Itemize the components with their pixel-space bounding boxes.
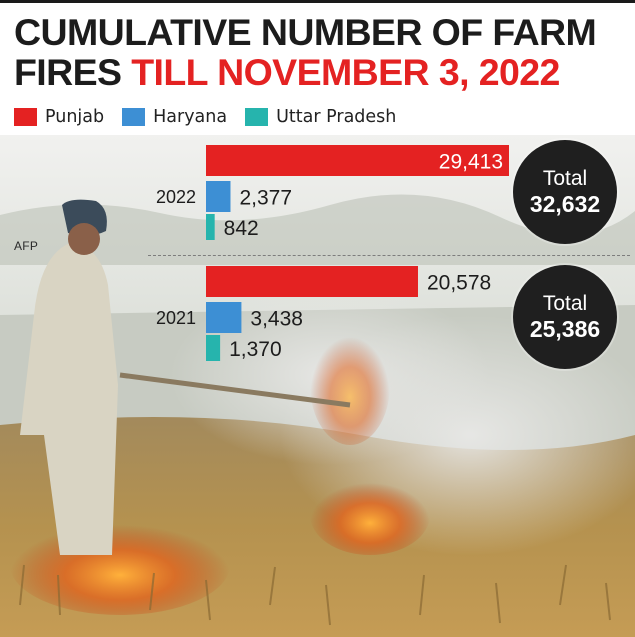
bar-punjab-2022 xyxy=(206,145,509,176)
value-label-uttar-pradesh-2021: 1,370 xyxy=(229,338,282,361)
bar-uttar-pradesh-2021 xyxy=(206,335,221,361)
year-label-2022: 2022 xyxy=(156,187,196,207)
total-badge-2022: Total 32,632 xyxy=(513,140,617,244)
legend-item-uttar-pradesh: Uttar Pradesh xyxy=(245,107,396,127)
title-line-2-highlight: TILL NOVEMBER 3, 2022 xyxy=(131,51,560,93)
legend-label-punjab: Punjab xyxy=(45,107,105,127)
legend: Punjab Haryana Uttar Pradesh xyxy=(14,104,414,130)
bar-haryana-2021 xyxy=(206,302,242,333)
value-label-punjab-2022: 29,413 xyxy=(439,151,503,174)
title-line-2: FIRES TILL NOVEMBER 3, 2022 xyxy=(14,52,626,92)
title-line-2-prefix: FIRES xyxy=(14,51,132,93)
total-value-2022: 32,632 xyxy=(529,191,601,217)
title-line-1: CUMULATIVE NUMBER OF FARM xyxy=(14,11,597,53)
photo-credit: AFP xyxy=(14,239,39,253)
legend-item-punjab: Punjab xyxy=(14,107,104,127)
year-label-2021: 2021 xyxy=(156,308,196,328)
year-divider xyxy=(148,255,630,256)
legend-swatch-punjab xyxy=(14,108,37,126)
total-badge-2021: Total 25,386 xyxy=(513,265,617,369)
bar-haryana-2022 xyxy=(206,181,231,212)
chart-title: CUMULATIVE NUMBER OF FARM FIRES TILL NOV… xyxy=(14,12,626,92)
value-label-uttar-pradesh-2022: 842 xyxy=(224,217,259,240)
legend-swatch-haryana xyxy=(122,108,146,126)
legend-label-haryana: Haryana xyxy=(153,107,228,127)
legend-swatch-uttar-pradesh xyxy=(245,108,269,126)
legend-item-haryana: Haryana xyxy=(122,107,227,127)
legend-label-uttar-pradesh: Uttar Pradesh xyxy=(276,107,397,127)
total-value-2021: 25,386 xyxy=(529,316,601,342)
value-label-haryana-2021: 3,438 xyxy=(250,308,303,331)
value-label-haryana-2022: 2,377 xyxy=(239,187,292,210)
total-label-2022: Total xyxy=(542,167,588,190)
bar-uttar-pradesh-2022 xyxy=(206,214,215,240)
top-rule xyxy=(0,0,635,3)
total-label-2021: Total xyxy=(542,292,588,315)
bar-punjab-2021 xyxy=(206,266,418,297)
value-label-punjab-2021: 20,578 xyxy=(427,272,491,295)
